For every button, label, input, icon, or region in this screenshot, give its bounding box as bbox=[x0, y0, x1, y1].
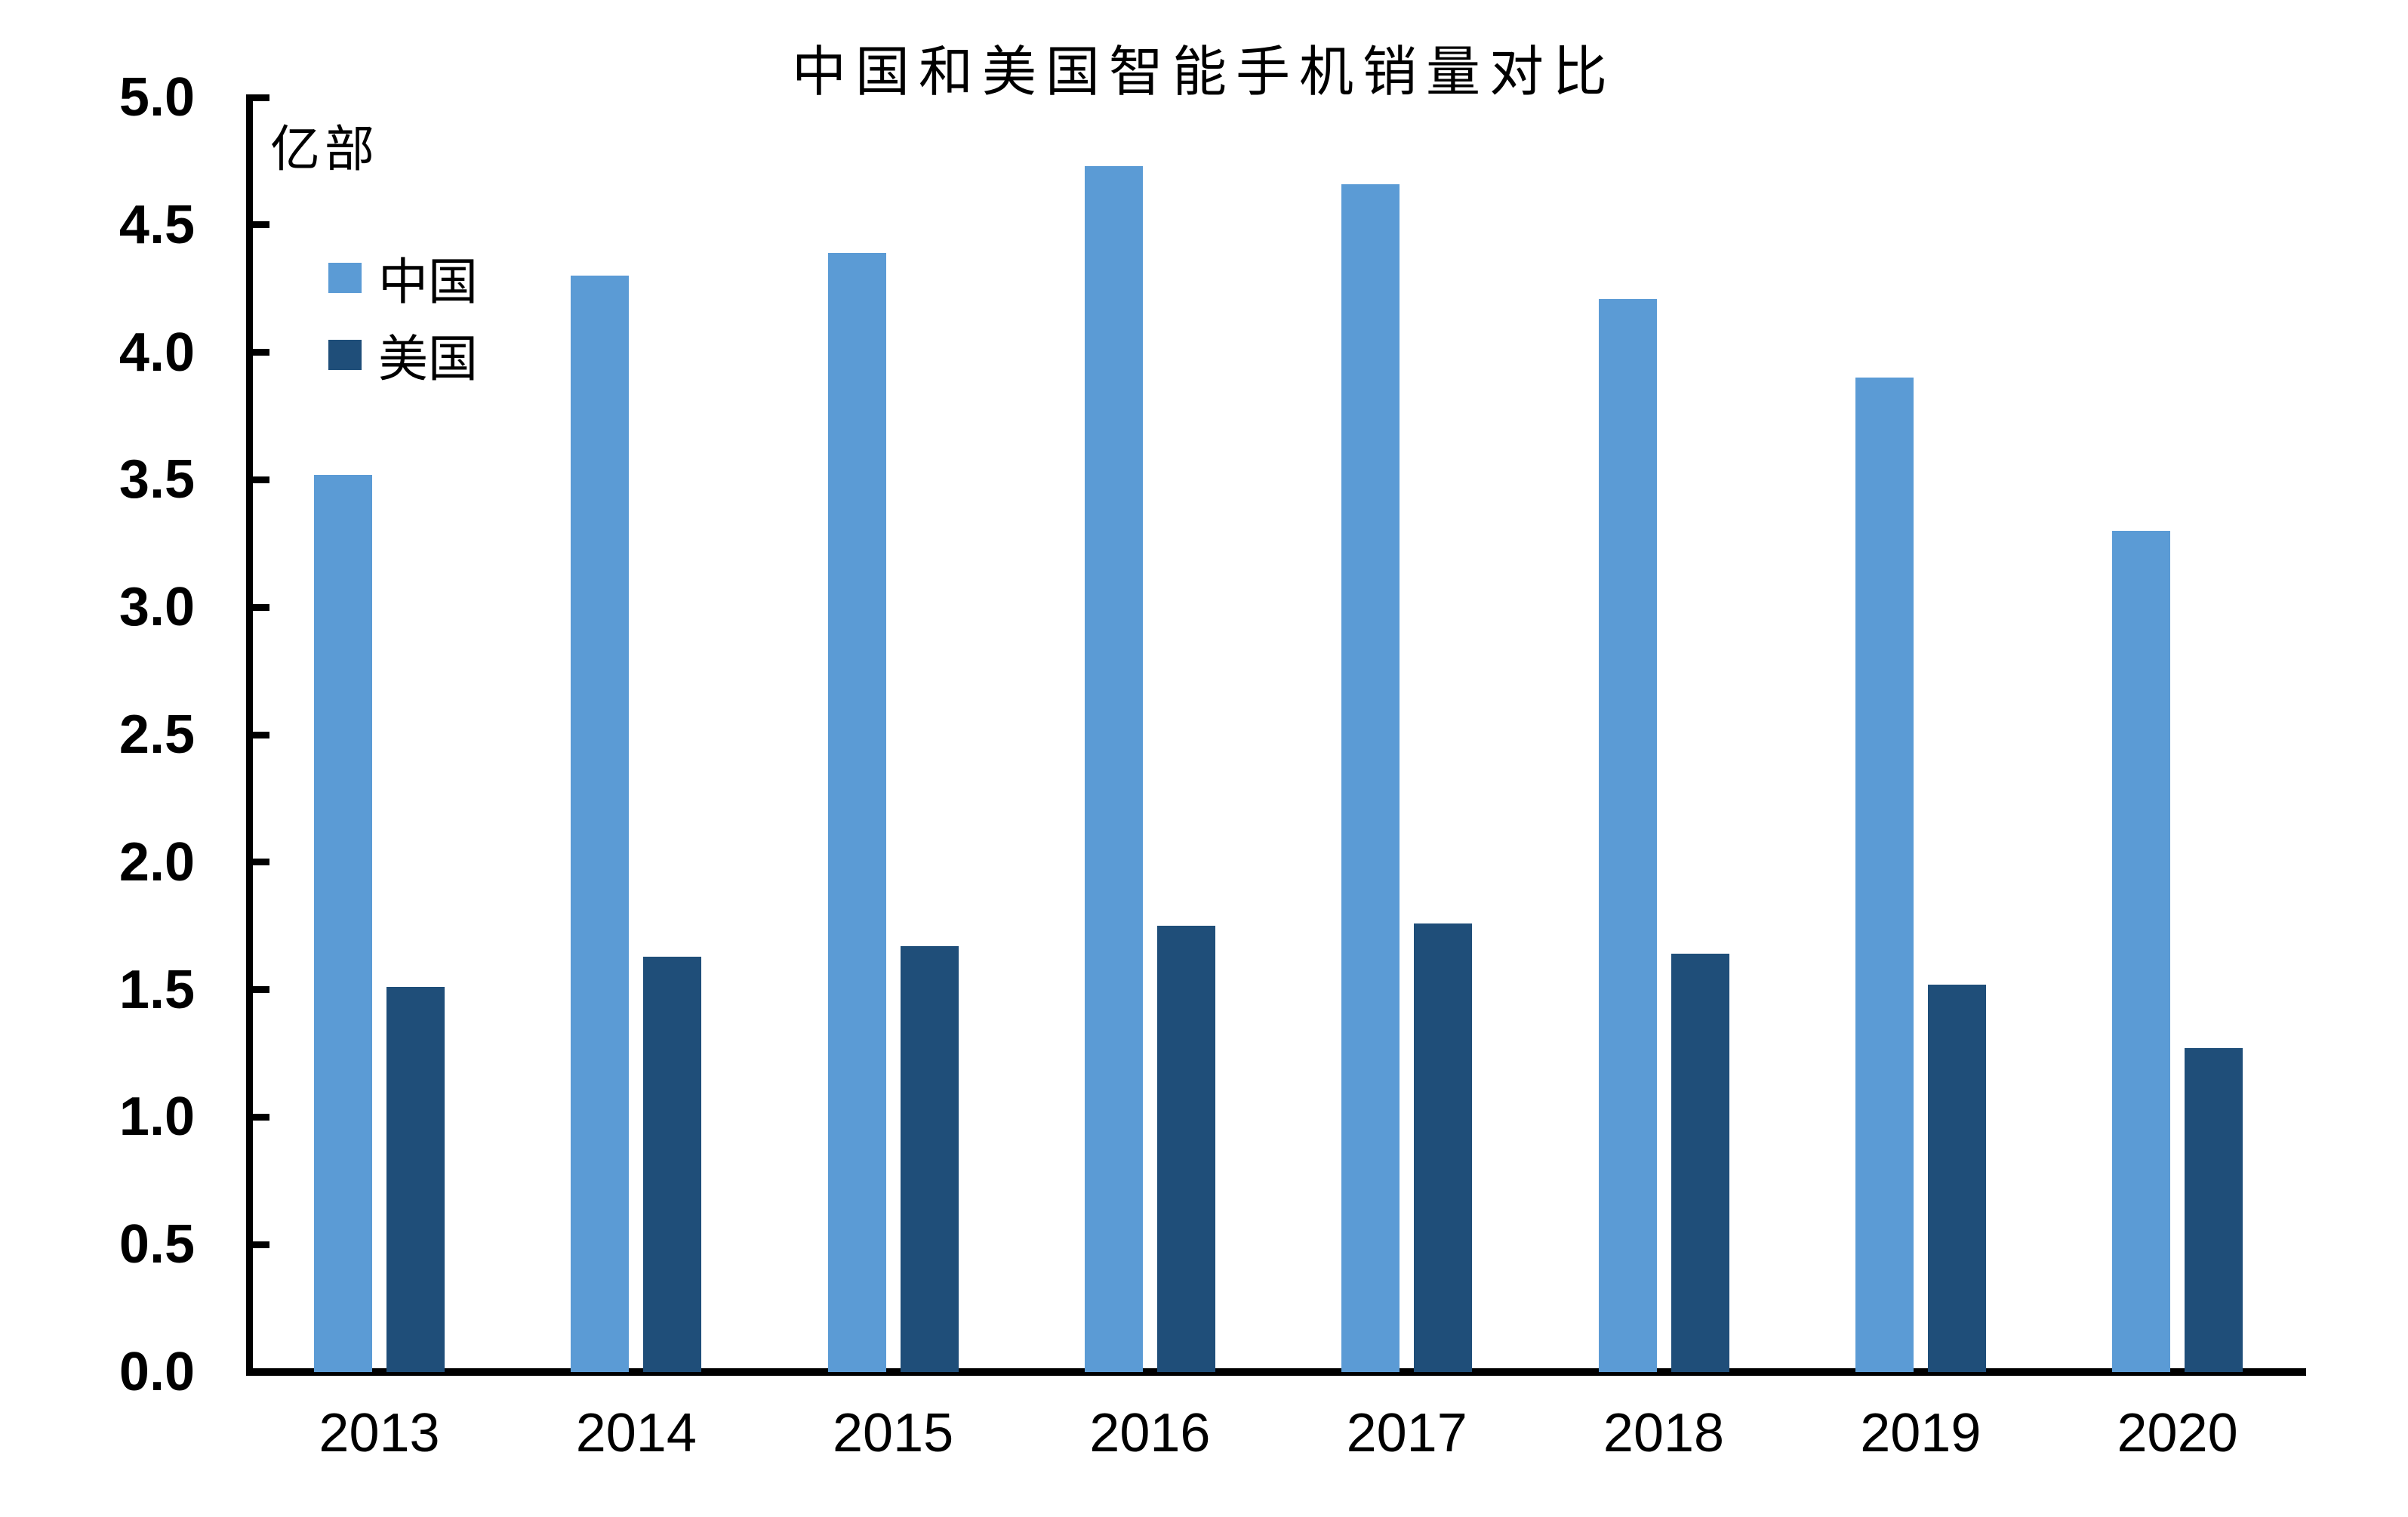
bar-china-2017 bbox=[1341, 183, 1400, 1372]
bar-china-2020 bbox=[2112, 530, 2171, 1372]
y-axis-line bbox=[246, 94, 253, 1375]
legend-item-china: 中国 bbox=[328, 255, 478, 310]
bar-usa-2017 bbox=[1414, 923, 1473, 1372]
legend-swatch-china bbox=[328, 263, 362, 293]
y-axis-label-3.5: 3.5 bbox=[119, 449, 195, 510]
legend-swatch-usa bbox=[328, 340, 362, 370]
legend-label-china: 中国 bbox=[378, 255, 478, 310]
bar-usa-2020 bbox=[2185, 1048, 2243, 1372]
bar-china-2019 bbox=[1855, 378, 1914, 1372]
x-axis-label-2016: 2016 bbox=[1089, 1403, 1211, 1463]
x-axis-label-2018: 2018 bbox=[1603, 1403, 1725, 1463]
y-axis-label-1.0: 1.0 bbox=[119, 1087, 195, 1148]
legend: 中国 美国 bbox=[328, 255, 478, 387]
bar-usa-2016 bbox=[1156, 926, 1215, 1372]
bar-china-2018 bbox=[1598, 298, 1657, 1372]
y-axis-tick-2.5 bbox=[250, 731, 269, 738]
y-axis-tick-4.0 bbox=[250, 349, 269, 356]
y-axis-tick-0.5 bbox=[250, 1241, 269, 1248]
bar-usa-2014 bbox=[643, 956, 702, 1372]
y-axis-label-1.5: 1.5 bbox=[119, 959, 195, 1020]
y-axis-tick-1.5 bbox=[250, 986, 269, 994]
bar-usa-2018 bbox=[1671, 954, 1729, 1372]
x-axis-label-2020: 2020 bbox=[2117, 1403, 2238, 1463]
legend-item-usa: 美国 bbox=[328, 332, 478, 387]
y-axis-tick-4.5 bbox=[250, 221, 269, 229]
bar-china-2013 bbox=[314, 474, 372, 1372]
bar-usa-2013 bbox=[386, 987, 445, 1372]
y-axis-label-2.0: 2.0 bbox=[119, 831, 195, 893]
y-axis-label-4.0: 4.0 bbox=[119, 322, 195, 383]
x-axis-label-2019: 2019 bbox=[1860, 1403, 1982, 1463]
bar-usa-2019 bbox=[1927, 984, 1986, 1372]
y-axis-label-3.0: 3.0 bbox=[119, 577, 195, 638]
y-axis-tick-3.0 bbox=[250, 603, 269, 611]
bar-usa-2015 bbox=[900, 946, 959, 1372]
x-axis-line bbox=[246, 1368, 2306, 1376]
y-axis-label-0.5: 0.5 bbox=[119, 1214, 195, 1275]
y-axis-label-4.5: 4.5 bbox=[119, 194, 195, 255]
y-axis-tick-3.5 bbox=[250, 476, 269, 483]
y-axis-label-2.5: 2.5 bbox=[119, 705, 195, 765]
y-axis-unit-label: 亿部 bbox=[270, 122, 379, 177]
y-axis-tick-1.0 bbox=[250, 1113, 269, 1121]
x-axis-label-2017: 2017 bbox=[1346, 1403, 1467, 1463]
bar-china-2014 bbox=[571, 276, 630, 1372]
chart-title: 中国和美国智能手机销量对比 bbox=[791, 42, 1616, 103]
y-axis-tick-5.0 bbox=[250, 94, 269, 101]
x-axis-label-2015: 2015 bbox=[833, 1403, 954, 1463]
x-axis-label-2014: 2014 bbox=[575, 1403, 697, 1463]
x-axis-label-2013: 2013 bbox=[319, 1403, 440, 1463]
y-axis-tick-2.0 bbox=[250, 859, 269, 866]
bar-china-2015 bbox=[827, 252, 886, 1372]
y-axis-label-5.0: 5.0 bbox=[119, 67, 195, 128]
bar-china-2016 bbox=[1084, 166, 1143, 1372]
y-axis-label-0.0: 0.0 bbox=[119, 1342, 195, 1402]
legend-label-usa: 美国 bbox=[378, 332, 478, 387]
